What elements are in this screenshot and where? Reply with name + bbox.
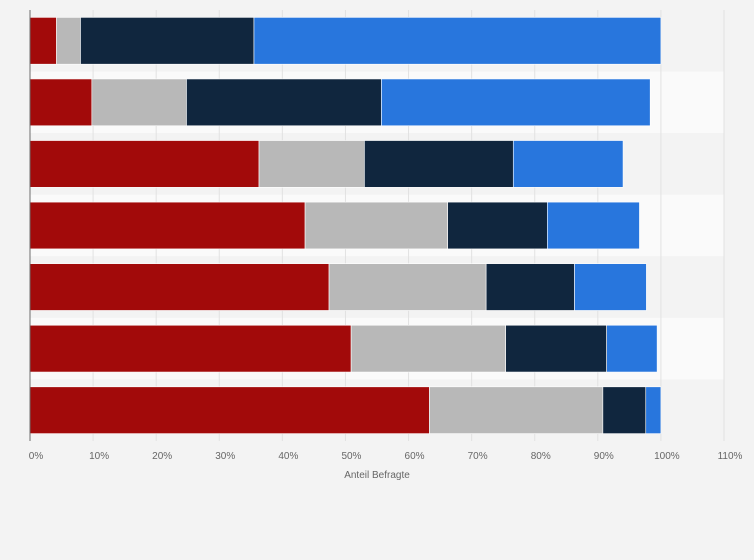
bar-segment-series-3-row-2 [186, 78, 382, 127]
bar-segment-series-2-row-1 [56, 17, 81, 65]
bar-segments [29, 17, 662, 434]
bar-segment-series-3-row-3 [364, 140, 514, 188]
x-tick-label: 100% [654, 451, 680, 462]
bar-segment-series-2-row-3 [258, 140, 365, 188]
bar-segment-series-2-row-6 [350, 324, 507, 373]
bar-segment-series-2-row-5 [328, 263, 487, 311]
bar-segment-series-4-row-3 [512, 140, 624, 188]
bar-segment-series-1-row-6 [29, 324, 352, 373]
bar-segment-series-1-row-7 [29, 386, 430, 434]
x-axis-title: Anteil Befragte [344, 470, 410, 481]
x-tick-label: 50% [341, 451, 361, 462]
bar-segment-series-2-row-4 [304, 201, 448, 250]
x-tick-label: 10% [89, 451, 109, 462]
bar-segment-series-3-row-5 [485, 263, 575, 311]
bar-segment-series-1-row-5 [29, 263, 330, 311]
x-tick-label: 30% [215, 451, 235, 462]
x-tick-label: 60% [405, 451, 425, 462]
x-tick-label: 20% [152, 451, 172, 462]
x-tick-label: 70% [468, 451, 488, 462]
bar-segment-series-2-row-7 [429, 386, 604, 434]
x-tick-labels: 0% 10% 20% 30% 40% 50% 60% 70% 80% 90% 100% 110% [29, 451, 743, 462]
bar-segment-series-1-row-3 [29, 140, 260, 188]
x-tick-label: 110% [718, 451, 743, 462]
bar-segment-series-4-row-6 [606, 324, 658, 373]
bar-segment-series-4-row-2 [381, 78, 651, 127]
x-tick-label: 80% [531, 451, 551, 462]
bar-segment-series-1-row-4 [29, 201, 306, 250]
bar-segment-series-3-row-6 [505, 324, 607, 373]
bar-segment-series-4-row-7 [645, 386, 662, 434]
x-tick-label: 40% [278, 451, 298, 462]
bar-segment-series-4-row-5 [574, 263, 647, 311]
x-tick-label: 90% [594, 451, 614, 462]
bar-segment-series-3-row-1 [80, 17, 255, 65]
bar-segment-series-2-row-2 [91, 78, 187, 127]
bar-segment-series-1-row-2 [29, 78, 93, 127]
bar-segment-series-1-row-1 [29, 17, 57, 65]
x-tick-label: 0% [29, 451, 44, 462]
bar-segment-series-3-row-4 [447, 201, 548, 250]
bar-segment-series-4-row-1 [253, 17, 662, 65]
bar-segment-series-4-row-4 [547, 201, 640, 250]
bar-segment-series-3-row-7 [602, 386, 647, 434]
